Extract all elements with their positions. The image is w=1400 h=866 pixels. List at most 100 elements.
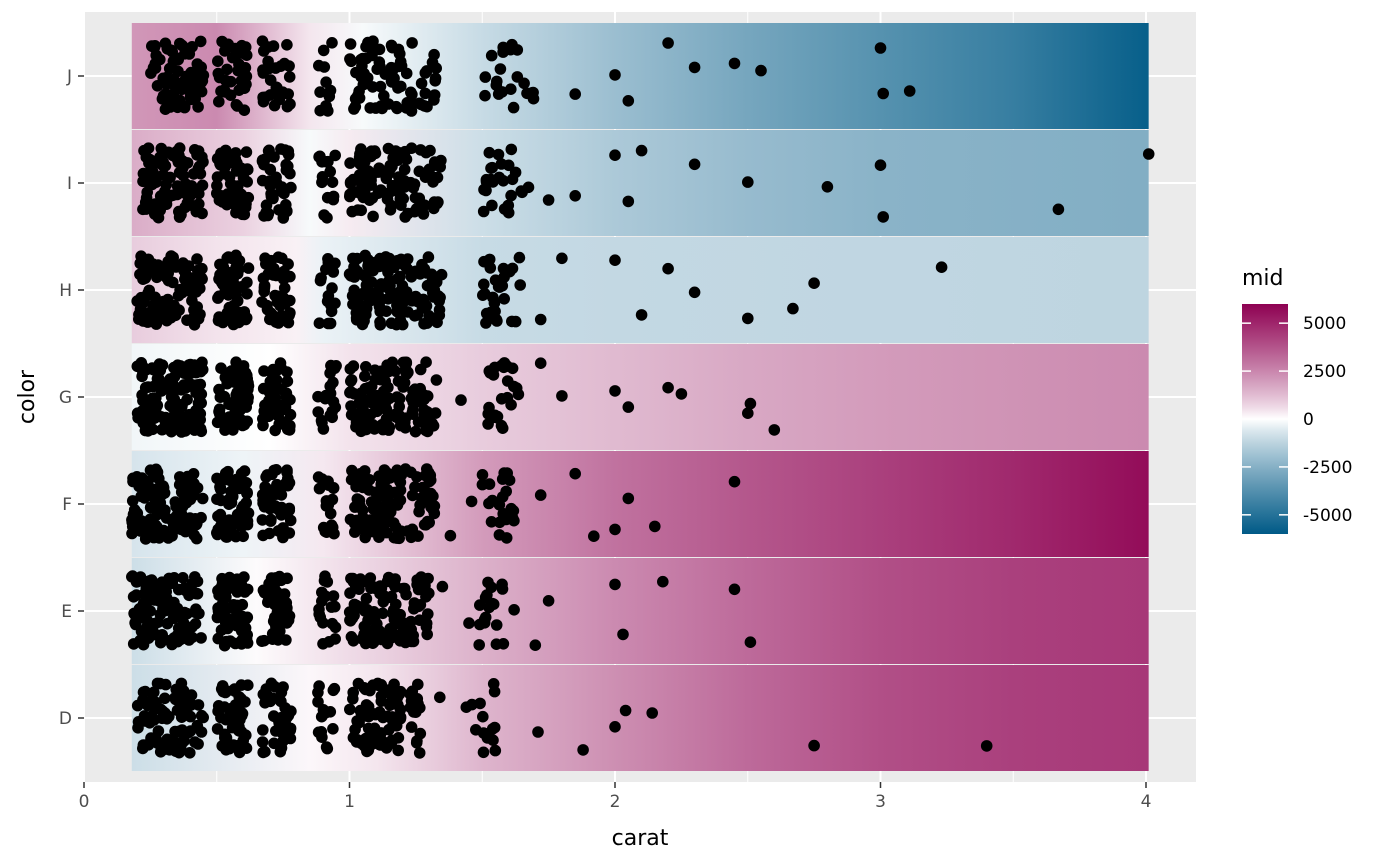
data-point xyxy=(408,310,421,322)
data-point xyxy=(428,94,440,106)
points-D xyxy=(131,677,993,759)
data-point xyxy=(375,633,388,646)
points-H xyxy=(131,249,948,331)
data-point xyxy=(635,144,648,157)
data-point xyxy=(213,383,225,396)
data-point xyxy=(219,144,232,157)
data-point xyxy=(478,614,491,626)
data-point xyxy=(375,502,388,514)
data-point xyxy=(195,726,208,738)
data-point xyxy=(313,482,326,495)
data-point xyxy=(529,639,542,651)
data-point xyxy=(347,270,360,283)
data-point xyxy=(157,603,169,615)
data-point xyxy=(436,580,449,593)
data-point xyxy=(821,181,834,193)
data-point xyxy=(263,527,276,540)
data-point xyxy=(527,86,539,99)
data-point xyxy=(388,531,401,544)
axes: 0 1 2 3 4 D E F G H I J xyxy=(59,67,1152,812)
data-point xyxy=(269,289,281,302)
data-point xyxy=(154,590,166,603)
data-point xyxy=(413,505,425,518)
data-point xyxy=(183,634,195,646)
data-point xyxy=(240,146,253,158)
legend-label: 2500 xyxy=(1303,362,1346,382)
data-point xyxy=(495,393,508,405)
data-point xyxy=(374,61,386,73)
data-point xyxy=(444,529,457,542)
data-point xyxy=(359,465,371,477)
data-point xyxy=(140,192,153,204)
data-point xyxy=(196,492,209,505)
data-point xyxy=(411,295,424,308)
data-point xyxy=(326,176,339,188)
data-point xyxy=(324,317,337,330)
data-point xyxy=(415,77,428,90)
data-point xyxy=(505,189,517,202)
data-point xyxy=(372,296,384,309)
data-point xyxy=(364,514,377,527)
data-point xyxy=(577,744,589,756)
data-point xyxy=(314,104,327,117)
data-point xyxy=(418,409,431,421)
data-point xyxy=(283,71,296,83)
data-point xyxy=(230,99,243,111)
data-point xyxy=(284,167,296,180)
data-point xyxy=(360,271,372,284)
data-point xyxy=(316,731,328,743)
data-point xyxy=(411,735,423,747)
data-point xyxy=(503,265,516,278)
data-point xyxy=(497,41,510,54)
data-point xyxy=(164,383,176,396)
data-point xyxy=(407,635,420,648)
data-point xyxy=(213,290,225,303)
data-point xyxy=(369,364,381,377)
data-point xyxy=(154,376,166,389)
data-point xyxy=(383,421,396,434)
data-point xyxy=(355,187,367,200)
data-point xyxy=(223,411,236,423)
data-point xyxy=(263,62,275,75)
data-point xyxy=(688,286,701,299)
data-point xyxy=(369,399,382,412)
data-point xyxy=(385,686,398,699)
data-point xyxy=(476,469,489,481)
data-point xyxy=(347,360,360,372)
data-point xyxy=(268,262,280,275)
data-point xyxy=(386,735,398,748)
data-point xyxy=(223,171,236,183)
data-point xyxy=(354,500,366,512)
data-point xyxy=(344,615,357,627)
band-E xyxy=(131,558,1149,664)
legend-label: 5000 xyxy=(1303,314,1346,334)
data-point xyxy=(211,493,223,506)
data-point xyxy=(375,184,387,196)
data-point xyxy=(267,381,280,394)
data-point xyxy=(344,157,356,169)
data-point xyxy=(427,490,439,503)
data-point xyxy=(406,685,419,698)
data-point xyxy=(482,727,495,740)
data-point xyxy=(166,530,178,542)
data-point xyxy=(241,369,253,382)
data-point xyxy=(755,64,767,77)
data-point xyxy=(212,700,225,712)
data-point xyxy=(367,419,379,431)
data-point xyxy=(218,157,230,169)
data-point xyxy=(317,638,329,650)
data-point xyxy=(152,259,164,271)
data-point xyxy=(394,150,407,163)
data-point xyxy=(324,367,336,379)
data-point xyxy=(126,520,139,533)
data-point xyxy=(328,527,340,540)
x-axis-title: carat xyxy=(612,826,669,851)
data-point xyxy=(588,530,600,542)
data-point xyxy=(138,144,150,157)
data-point xyxy=(413,747,426,759)
data-point xyxy=(877,211,889,223)
data-point xyxy=(188,311,200,324)
data-point xyxy=(413,192,426,205)
data-point xyxy=(399,211,412,223)
data-point xyxy=(223,498,235,511)
